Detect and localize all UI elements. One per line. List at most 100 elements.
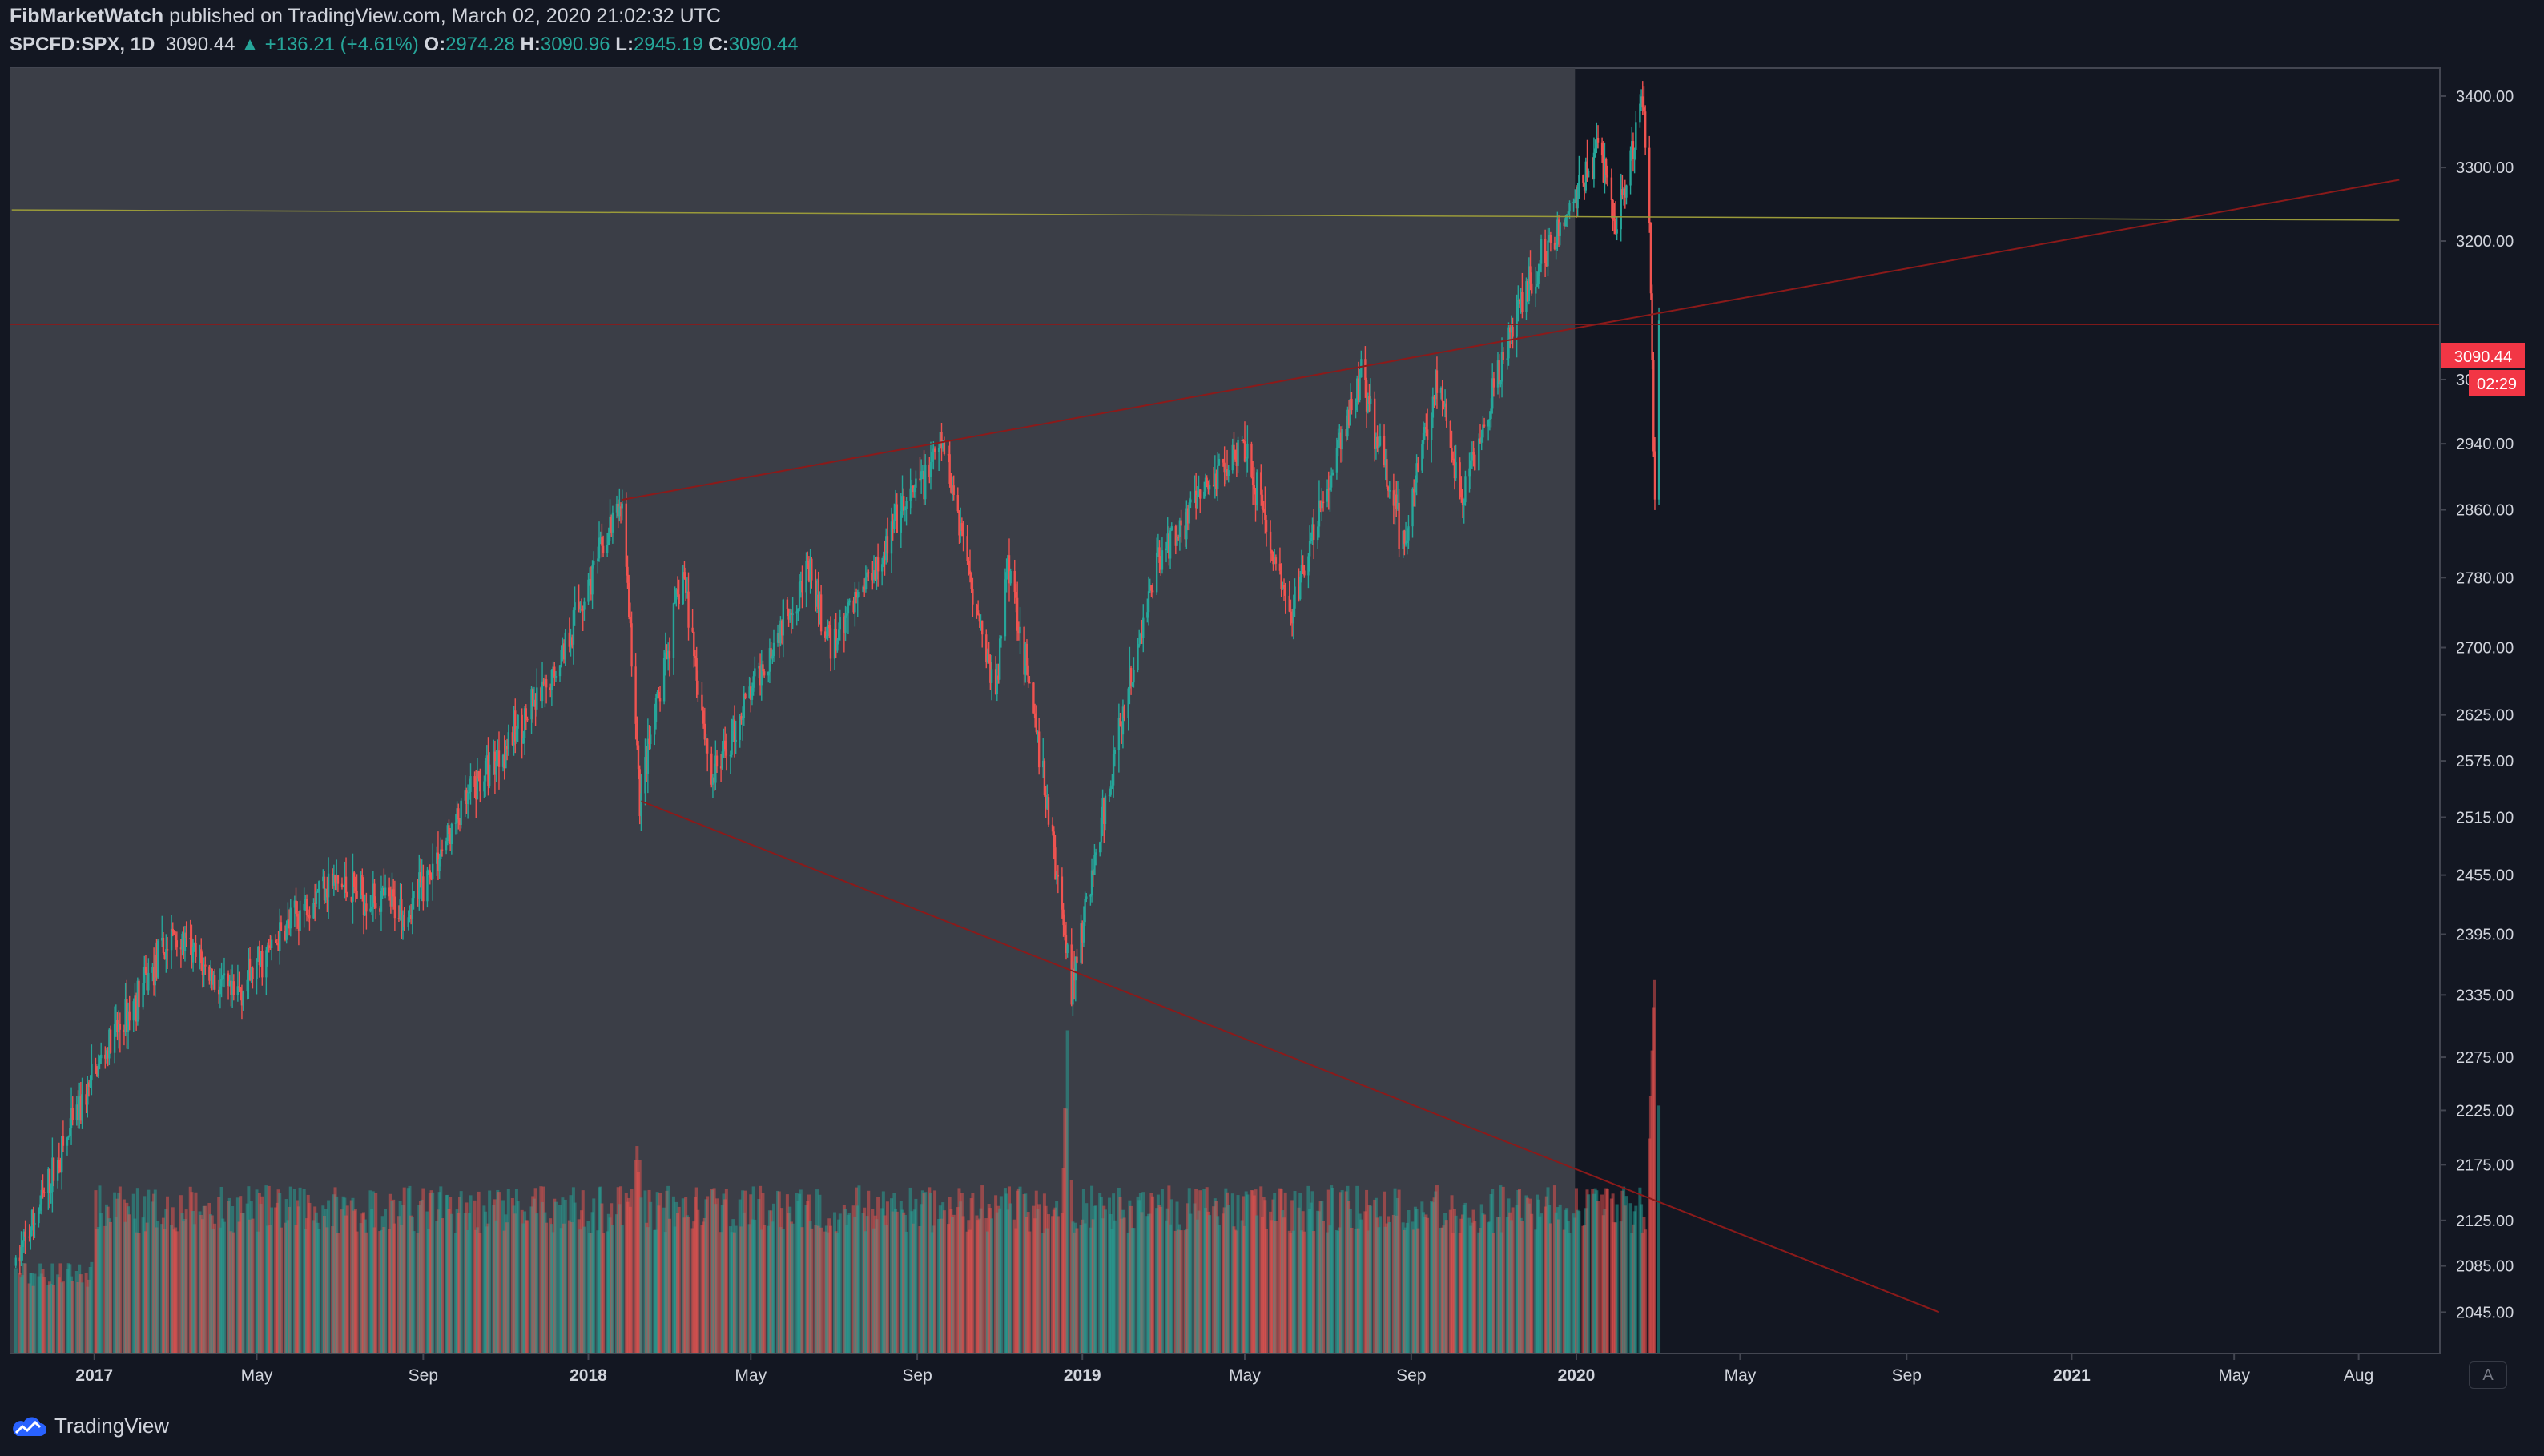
candle-body	[143, 967, 146, 983]
candle-body	[356, 891, 358, 899]
volume-bar	[990, 1218, 994, 1353]
volume-bar	[203, 1205, 207, 1353]
author-name[interactable]: FibMarketWatch	[10, 5, 164, 27]
candle-body	[778, 633, 780, 644]
volume-bar	[630, 1189, 634, 1353]
symbol-label[interactable]: SPCFD:SPX, 1D	[10, 34, 155, 55]
candle-body	[1225, 469, 1227, 473]
candle-body	[1160, 562, 1162, 570]
candle-body	[819, 594, 821, 610]
candle-body	[1469, 460, 1472, 469]
candle-body	[1256, 472, 1258, 505]
candle-body	[1394, 494, 1396, 506]
candle-body	[854, 592, 856, 613]
candle-body	[269, 946, 272, 948]
candle-body	[768, 648, 771, 672]
candle-body	[1518, 300, 1521, 301]
candle-body	[568, 632, 571, 647]
candle-body	[1496, 360, 1499, 388]
candle-body	[1080, 923, 1082, 963]
candle-body	[619, 506, 622, 509]
candle-body	[1355, 402, 1357, 411]
volume-bar	[980, 1185, 984, 1353]
volume-bar	[118, 1186, 122, 1353]
candle-body	[654, 722, 656, 735]
candle-body	[1131, 682, 1133, 686]
candle-body	[966, 536, 968, 561]
tradingview-logo[interactable]: TradingView	[10, 1414, 169, 1438]
candle-body	[1009, 570, 1012, 584]
volume-bar	[1113, 1220, 1117, 1353]
candle-body	[933, 448, 936, 452]
candle-body	[1307, 556, 1310, 576]
high-label: H:	[520, 34, 541, 55]
candle-body	[1648, 147, 1651, 223]
volume-bar	[1548, 1223, 1552, 1353]
candle-body	[1310, 537, 1312, 541]
volume-bar	[355, 1231, 359, 1353]
candle-body	[1251, 476, 1254, 485]
time-axis[interactable]: 2017 May Sep 2018 May Sep 2019 May Sep 2020 May Sep…	[75, 1353, 2373, 1385]
candle-body	[976, 610, 980, 615]
price-chart[interactable]: 3400.003300.003200.003020.002940.002860.…	[0, 0, 2544, 1394]
candle-body	[602, 545, 605, 553]
low-value: 2945.19	[633, 34, 703, 55]
candle-body	[791, 613, 794, 615]
volume-bar	[1378, 1216, 1382, 1353]
candle-body	[811, 558, 813, 581]
volume-bar	[516, 1201, 520, 1353]
price-axis[interactable]: 3400.003300.003200.003020.002940.002860.…	[2440, 88, 2514, 1322]
candle-body	[1196, 494, 1199, 509]
candle-body	[517, 714, 519, 729]
candle-body	[362, 895, 365, 915]
candle-body	[336, 875, 340, 884]
candle-body	[69, 1128, 71, 1136]
candle-body	[607, 532, 610, 545]
candle-body	[1417, 463, 1419, 471]
volume-bar	[639, 1197, 643, 1353]
time-tick-label: May	[1229, 1366, 1261, 1385]
candle-body	[360, 875, 362, 899]
candle-body	[1151, 590, 1154, 593]
candle-body	[880, 564, 884, 572]
candle-body	[1498, 360, 1500, 385]
time-tick-label: Aug	[2344, 1366, 2373, 1385]
price-tick-label: 2700.00	[2456, 639, 2514, 657]
candle-body	[542, 681, 545, 685]
candle-body	[835, 629, 837, 651]
tradingview-cloud-icon	[13, 1416, 46, 1436]
candle-body	[790, 612, 793, 615]
price-tick-label: 2395.00	[2456, 927, 2514, 944]
candle-body	[248, 958, 250, 980]
candle-body	[855, 592, 858, 597]
candle-body	[1261, 494, 1264, 509]
candle-body	[1625, 185, 1628, 198]
volume-bar	[1587, 1194, 1591, 1353]
candle-body	[706, 738, 709, 754]
candle-body	[219, 986, 222, 995]
time-tick-label: May	[241, 1366, 273, 1385]
candle-body	[1563, 222, 1565, 227]
candle-body	[181, 933, 183, 950]
candle-body	[1204, 477, 1207, 492]
candle-body	[770, 648, 772, 659]
candle-body	[1594, 148, 1596, 153]
candle-body	[615, 503, 618, 513]
candle-body	[847, 602, 850, 614]
auto-scale-button[interactable]: A	[2469, 1361, 2507, 1389]
candle-body	[795, 611, 798, 614]
candle-body	[1635, 122, 1637, 150]
candle-body	[38, 1210, 40, 1224]
volume-bars	[14, 979, 1661, 1353]
candle-body	[1443, 403, 1447, 407]
volume-bar	[1359, 1219, 1363, 1353]
candle-body	[379, 908, 381, 912]
candle-body	[1474, 454, 1476, 471]
candle-body	[1430, 417, 1433, 440]
volume-bar	[241, 1213, 245, 1353]
candle-body	[996, 675, 998, 694]
candle-body	[383, 887, 385, 896]
candle-body	[554, 676, 558, 678]
volume-bar	[1605, 1189, 1609, 1353]
candle-body	[318, 881, 320, 892]
